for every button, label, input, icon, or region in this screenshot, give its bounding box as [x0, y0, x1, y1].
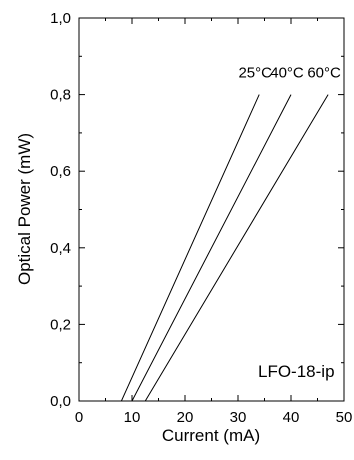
series-label-1: 25°C — [238, 65, 272, 82]
series-line-2 — [79, 94, 292, 402]
x-axis-title: Current (mA) — [162, 426, 260, 445]
x-tick-label: 0 — [75, 409, 83, 426]
y-tick-label: 0,6 — [50, 163, 71, 180]
x-tick-label: 10 — [124, 409, 141, 426]
series-label-3: 60°C — [307, 65, 341, 82]
x-tick-label: 20 — [177, 409, 194, 426]
x-tick-label: 30 — [230, 409, 247, 426]
series-labels: 25°C40°C 60°C — [238, 65, 341, 82]
series-line-1 — [79, 94, 260, 402]
y-tick-label: 0,2 — [50, 316, 71, 333]
plot-frame — [78, 17, 345, 402]
tick-marks — [78, 17, 345, 402]
y-tick-label: 0,8 — [50, 87, 71, 104]
y-tick-label: 0,4 — [50, 240, 71, 257]
x-tick-label: 40 — [283, 409, 300, 426]
y-tick-labels: 0,0 0,2 0,4 0,6 0,8 1,0 — [50, 10, 71, 410]
series-label-2: 40°C — [270, 65, 304, 82]
series-lines — [79, 94, 329, 402]
x-tick-labels: 0 10 20 30 40 50 — [75, 409, 353, 426]
model-annotation: LFO-18-ip — [258, 362, 335, 381]
y-tick-label: 0,0 — [50, 393, 71, 410]
series-line-3 — [79, 94, 329, 402]
x-tick-label: 50 — [336, 409, 353, 426]
y-tick-label: 1,0 — [50, 10, 71, 27]
y-axis-title: Optical Power (mW) — [15, 133, 34, 285]
